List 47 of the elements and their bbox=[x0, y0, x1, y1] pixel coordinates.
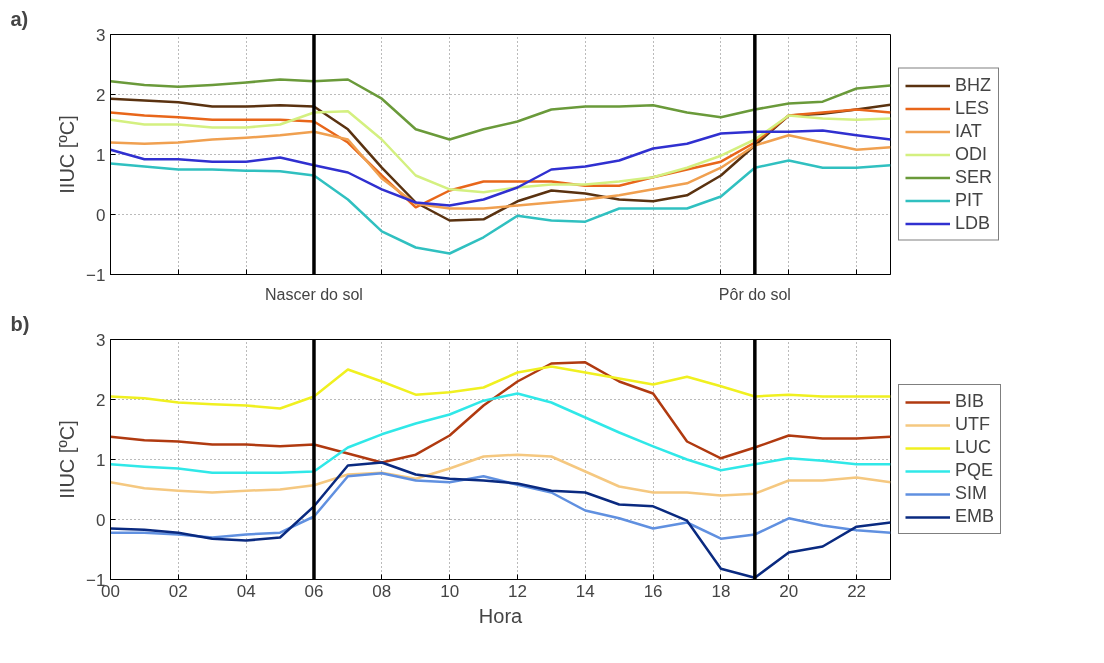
x-tick-label: 08 bbox=[372, 581, 392, 601]
y-tick-label: 3 bbox=[96, 25, 106, 45]
x-tick-label: 10 bbox=[440, 581, 460, 601]
line-series bbox=[110, 159, 891, 255]
legend-label: PIT bbox=[955, 189, 984, 211]
legend-label: ODI bbox=[955, 143, 988, 165]
x-tick-label: 16 bbox=[643, 581, 663, 601]
x-tick-label: 06 bbox=[304, 581, 324, 601]
line-series bbox=[110, 453, 891, 497]
x-tick-label: 22 bbox=[847, 581, 867, 601]
legend-label: EMB bbox=[955, 506, 995, 527]
line-series bbox=[110, 110, 891, 194]
legend-label: BHZ bbox=[955, 74, 991, 96]
legend-label: SER bbox=[955, 166, 993, 188]
legend-label: BIB bbox=[955, 391, 985, 412]
y-tick-label: 1 bbox=[96, 450, 106, 470]
line-series bbox=[110, 365, 891, 410]
y-tick-label: 2 bbox=[96, 85, 106, 105]
legend-label: LUC bbox=[955, 437, 992, 458]
chart-title: a) bbox=[10, 7, 29, 30]
ref-line-label: Pôr do sol bbox=[718, 285, 791, 303]
y-tick-label: 0 bbox=[96, 510, 106, 530]
x-tick-label: 04 bbox=[236, 581, 256, 601]
ref-line-label: Nascer do sol bbox=[265, 285, 363, 303]
x-tick-label: 02 bbox=[168, 581, 188, 601]
line-series bbox=[110, 392, 891, 474]
y-tick-label: 2 bbox=[96, 390, 106, 410]
y-tick-label: 1 bbox=[96, 145, 106, 165]
chart-title: b) bbox=[10, 312, 30, 335]
x-tick-label: 14 bbox=[575, 581, 595, 601]
legend-label: LDB bbox=[955, 212, 991, 234]
x-tick-label: 18 bbox=[711, 581, 731, 601]
x-tick-label: 20 bbox=[779, 581, 799, 601]
y-axis-title: IIUC [ºC] bbox=[56, 420, 79, 499]
y-tick-label: 0 bbox=[96, 205, 106, 225]
legend-label: UTF bbox=[955, 414, 990, 435]
y-axis-title: IIUC [ºC] bbox=[56, 115, 79, 194]
y-tick-label: 3 bbox=[96, 330, 106, 350]
x-tick-label: 12 bbox=[508, 581, 527, 601]
line-series bbox=[110, 78, 891, 141]
legend-label: SIM bbox=[955, 483, 988, 504]
legend-label: LES bbox=[955, 97, 990, 119]
x-axis-title: Hora bbox=[478, 604, 524, 627]
legend-label: IAT bbox=[955, 120, 982, 142]
line-series bbox=[110, 361, 891, 464]
legend-label: PQE bbox=[955, 460, 994, 481]
y-tick-label: −1 bbox=[86, 265, 106, 285]
